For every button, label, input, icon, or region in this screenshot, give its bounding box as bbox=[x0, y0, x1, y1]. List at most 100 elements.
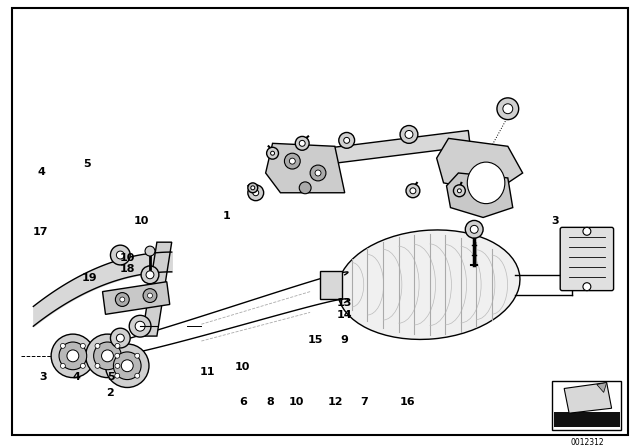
Circle shape bbox=[115, 293, 129, 306]
Circle shape bbox=[113, 352, 141, 379]
Polygon shape bbox=[447, 173, 513, 217]
Text: 8: 8 bbox=[267, 397, 275, 407]
Circle shape bbox=[115, 363, 120, 368]
Circle shape bbox=[146, 271, 154, 279]
Circle shape bbox=[583, 227, 591, 235]
Circle shape bbox=[122, 360, 133, 372]
Text: 10: 10 bbox=[288, 397, 303, 407]
Ellipse shape bbox=[337, 230, 520, 340]
Circle shape bbox=[410, 188, 416, 194]
Polygon shape bbox=[266, 143, 345, 193]
Circle shape bbox=[470, 225, 478, 233]
Circle shape bbox=[81, 363, 85, 368]
FancyBboxPatch shape bbox=[560, 227, 614, 291]
Text: 4: 4 bbox=[38, 167, 45, 177]
Text: 17: 17 bbox=[33, 228, 48, 237]
Circle shape bbox=[271, 151, 275, 155]
Circle shape bbox=[93, 342, 122, 370]
Circle shape bbox=[120, 297, 125, 302]
Circle shape bbox=[253, 190, 259, 196]
Circle shape bbox=[116, 251, 124, 259]
Circle shape bbox=[135, 321, 145, 331]
Circle shape bbox=[106, 344, 149, 388]
Circle shape bbox=[135, 373, 140, 378]
Circle shape bbox=[251, 186, 255, 190]
Circle shape bbox=[248, 183, 258, 193]
Polygon shape bbox=[596, 383, 607, 392]
Circle shape bbox=[102, 350, 113, 362]
Polygon shape bbox=[564, 383, 612, 413]
Polygon shape bbox=[436, 138, 523, 193]
Text: 15: 15 bbox=[307, 335, 323, 345]
Circle shape bbox=[67, 350, 79, 362]
Text: 10: 10 bbox=[235, 362, 250, 372]
Text: 18: 18 bbox=[119, 264, 135, 274]
Text: 3: 3 bbox=[552, 215, 559, 225]
Circle shape bbox=[454, 185, 465, 197]
Circle shape bbox=[111, 328, 130, 348]
Text: 10: 10 bbox=[119, 253, 135, 263]
Circle shape bbox=[116, 334, 124, 342]
Polygon shape bbox=[142, 242, 172, 336]
Text: 5: 5 bbox=[83, 159, 91, 169]
Circle shape bbox=[284, 153, 300, 169]
Circle shape bbox=[583, 283, 591, 291]
Circle shape bbox=[60, 363, 65, 368]
Circle shape bbox=[115, 373, 120, 378]
Circle shape bbox=[315, 170, 321, 176]
Circle shape bbox=[147, 293, 152, 298]
Text: 2: 2 bbox=[106, 388, 114, 398]
Circle shape bbox=[111, 245, 130, 265]
Circle shape bbox=[60, 344, 65, 349]
Circle shape bbox=[248, 185, 264, 201]
Circle shape bbox=[405, 130, 413, 138]
Text: 4: 4 bbox=[72, 372, 81, 382]
Circle shape bbox=[300, 182, 311, 194]
Text: 13: 13 bbox=[337, 298, 352, 308]
Bar bbox=[320, 271, 342, 298]
Circle shape bbox=[115, 344, 120, 349]
Circle shape bbox=[406, 184, 420, 198]
Text: 0012312: 0012312 bbox=[570, 438, 604, 447]
Text: 6: 6 bbox=[239, 397, 247, 407]
Circle shape bbox=[135, 353, 140, 358]
Text: 3: 3 bbox=[40, 372, 47, 382]
Circle shape bbox=[339, 133, 355, 148]
Circle shape bbox=[295, 136, 309, 150]
Text: 5: 5 bbox=[108, 372, 115, 382]
Polygon shape bbox=[310, 130, 470, 166]
Text: 7: 7 bbox=[360, 397, 368, 407]
Circle shape bbox=[95, 363, 100, 368]
Bar bbox=[554, 412, 620, 427]
Circle shape bbox=[344, 138, 349, 143]
Circle shape bbox=[400, 125, 418, 143]
Circle shape bbox=[143, 289, 157, 302]
Circle shape bbox=[115, 353, 120, 358]
Circle shape bbox=[497, 98, 518, 120]
Circle shape bbox=[86, 334, 129, 378]
Text: 12: 12 bbox=[328, 397, 344, 407]
Circle shape bbox=[95, 344, 100, 349]
Circle shape bbox=[267, 147, 278, 159]
Circle shape bbox=[289, 158, 295, 164]
Circle shape bbox=[465, 220, 483, 238]
Circle shape bbox=[300, 140, 305, 146]
Text: 16: 16 bbox=[399, 397, 415, 407]
Text: 14: 14 bbox=[336, 310, 352, 320]
Text: 9: 9 bbox=[340, 335, 348, 345]
Circle shape bbox=[458, 189, 461, 193]
Circle shape bbox=[503, 104, 513, 114]
Circle shape bbox=[310, 165, 326, 181]
Text: 19: 19 bbox=[81, 273, 97, 283]
Ellipse shape bbox=[467, 162, 505, 204]
Circle shape bbox=[59, 342, 86, 370]
Text: 11: 11 bbox=[200, 367, 215, 377]
Circle shape bbox=[81, 344, 85, 349]
Circle shape bbox=[145, 246, 155, 256]
Text: 1: 1 bbox=[223, 211, 230, 221]
Text: 10: 10 bbox=[134, 215, 149, 225]
Bar bbox=[552, 380, 621, 430]
Circle shape bbox=[51, 334, 95, 378]
Circle shape bbox=[129, 315, 151, 337]
Polygon shape bbox=[102, 282, 170, 314]
